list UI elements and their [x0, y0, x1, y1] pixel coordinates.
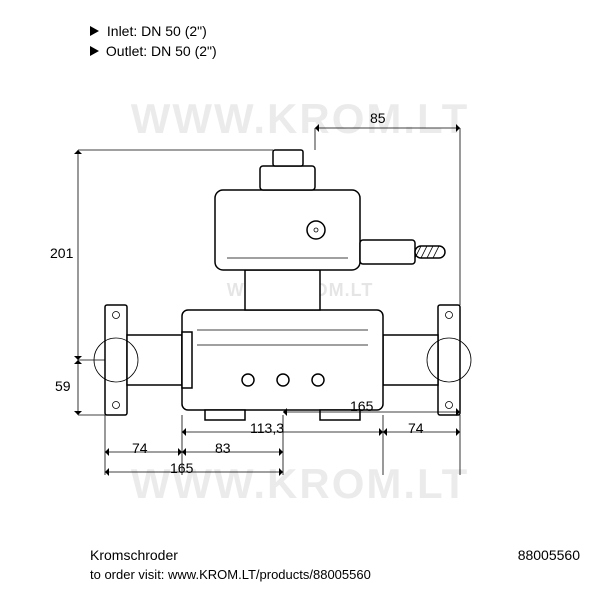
drawing-svg	[60, 110, 540, 480]
dim-165l: 165	[170, 460, 193, 476]
outlet-arrow-icon	[90, 46, 99, 56]
dim-165r: 165	[350, 398, 373, 414]
dim-74l: 74	[132, 440, 148, 456]
dim-1133: 113,3	[250, 420, 284, 436]
inlet-arrow-icon	[90, 26, 99, 36]
footer: Kromschroder 88005560 to order visit: ww…	[90, 547, 580, 582]
dim-83: 83	[215, 440, 231, 456]
spec-outlet-text: Outlet: DN 50 (2")	[106, 43, 217, 59]
dim-74r: 74	[408, 420, 424, 436]
dim-85: 85	[370, 110, 386, 126]
order-url: to order visit: www.KROM.LT/products/880…	[90, 563, 580, 582]
dim-59: 59	[55, 378, 71, 394]
spec-inlet-text: Inlet: DN 50 (2")	[107, 23, 207, 39]
part-number: 88005560	[518, 547, 580, 563]
spec-block: Inlet: DN 50 (2") Outlet: DN 50 (2")	[90, 22, 217, 61]
dim-201: 201	[50, 245, 73, 261]
brand-name: Kromschroder	[90, 547, 178, 563]
spec-inlet: Inlet: DN 50 (2")	[90, 22, 217, 42]
technical-drawing: 85 201 59 113,3 83 74 165 74 165	[60, 110, 540, 480]
spec-outlet: Outlet: DN 50 (2")	[90, 42, 217, 62]
